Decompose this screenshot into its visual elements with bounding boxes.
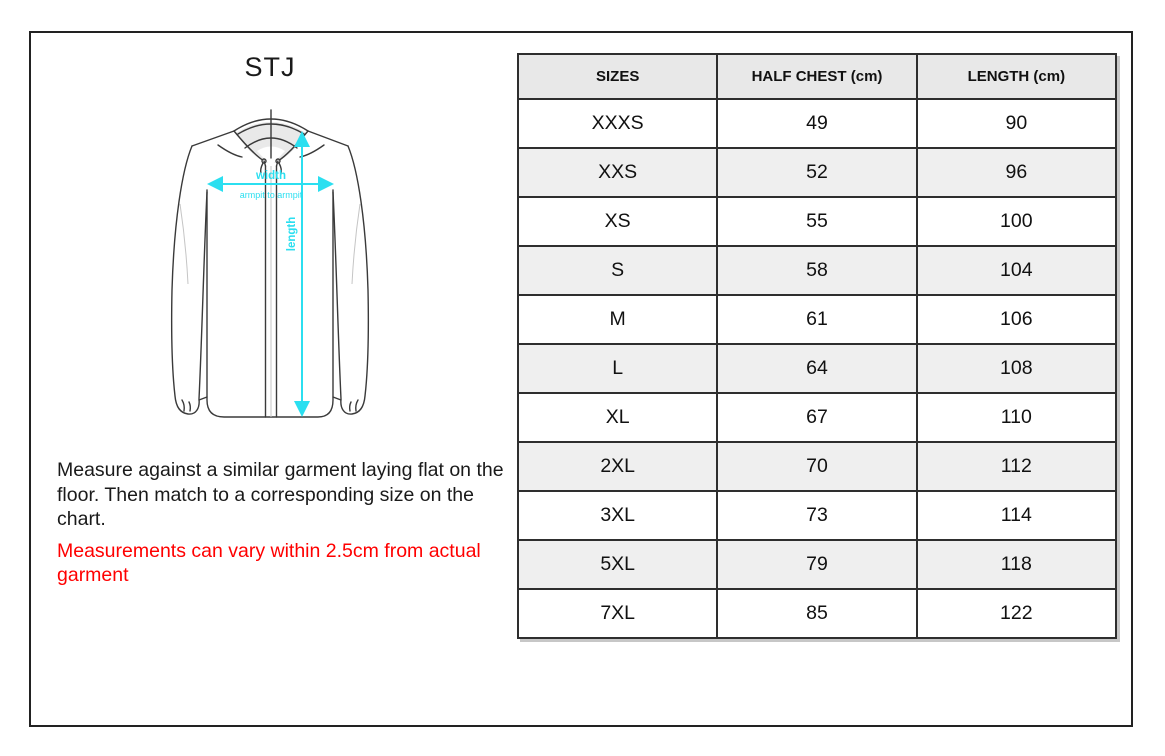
size-cell: 5XL [516, 539, 719, 590]
table-row: S 58 104 [516, 245, 1118, 296]
size-cell: L [516, 343, 719, 394]
half-chest-cell: 67 [716, 392, 918, 443]
size-cell: XXS [516, 147, 719, 198]
table-row: XXS 52 96 [516, 147, 1118, 198]
length-cell: 90 [915, 98, 1118, 149]
measurement-arrows [207, 131, 334, 417]
size-cell: 2XL [516, 441, 719, 492]
half-chest-cell: 64 [716, 343, 918, 394]
length-cell: 118 [915, 539, 1118, 590]
tolerance-warning-text: Measurements can vary within 2.5cm from … [57, 539, 481, 587]
table-row: XXXS 49 90 [516, 98, 1118, 149]
half-chest-cell: 52 [716, 147, 918, 198]
length-cell: 122 [915, 588, 1118, 639]
garment-diagram: width armpit to armpit length [170, 109, 370, 418]
table-row: 5XL 79 118 [516, 539, 1118, 590]
table-row: 3XL 73 114 [516, 490, 1118, 541]
length-cell: 104 [915, 245, 1118, 296]
half-chest-cell: 70 [716, 441, 918, 492]
size-cell: 3XL [516, 490, 719, 541]
header-sizes: SIZES [516, 53, 719, 100]
header-half-chest: HALF CHEST (cm) [716, 53, 918, 100]
half-chest-cell: 58 [716, 245, 918, 296]
armpit-to-armpit-label: armpit to armpit [240, 190, 303, 200]
half-chest-cell: 49 [716, 98, 918, 149]
table-row: L 64 108 [516, 343, 1118, 394]
instructions-block: Measure against a similar garment laying… [57, 458, 519, 588]
length-cell: 110 [915, 392, 1118, 443]
length-cell: 96 [915, 147, 1118, 198]
size-cell: XS [516, 196, 719, 247]
width-label: width [255, 170, 286, 182]
half-chest-cell: 55 [716, 196, 918, 247]
size-cell: S [516, 245, 719, 296]
jacket-creases [179, 166, 361, 417]
page-title: STJ [244, 52, 296, 82]
table-row: 2XL 70 112 [516, 441, 1118, 492]
size-chart-table: SIZES HALF CHEST (cm) LENGTH (cm) XXXS 4… [516, 53, 1118, 639]
length-cell: 108 [915, 343, 1118, 394]
size-cell: 7XL [516, 588, 719, 639]
length-cell: 112 [915, 441, 1118, 492]
length-cell: 114 [915, 490, 1118, 541]
size-cell: M [516, 294, 719, 345]
table-row: XL 67 110 [516, 392, 1118, 443]
table-row: XS 55 100 [516, 196, 1118, 247]
length-cell: 100 [915, 196, 1118, 247]
length-label: length [286, 217, 298, 252]
half-chest-cell: 73 [716, 490, 918, 541]
half-chest-cell: 79 [716, 539, 918, 590]
size-cell: XL [516, 392, 719, 443]
header-row: SIZES HALF CHEST (cm) LENGTH (cm) [516, 53, 1118, 100]
header-length: LENGTH (cm) [915, 53, 1118, 100]
table-row: 7XL 85 122 [516, 588, 1118, 639]
half-chest-cell: 61 [716, 294, 918, 345]
length-cell: 106 [915, 294, 1118, 345]
table-row: M 61 106 [516, 294, 1118, 345]
half-chest-cell: 85 [716, 588, 918, 639]
measure-instructions-text: Measure against a similar garment laying… [57, 459, 504, 530]
size-cell: XXXS [516, 98, 719, 149]
